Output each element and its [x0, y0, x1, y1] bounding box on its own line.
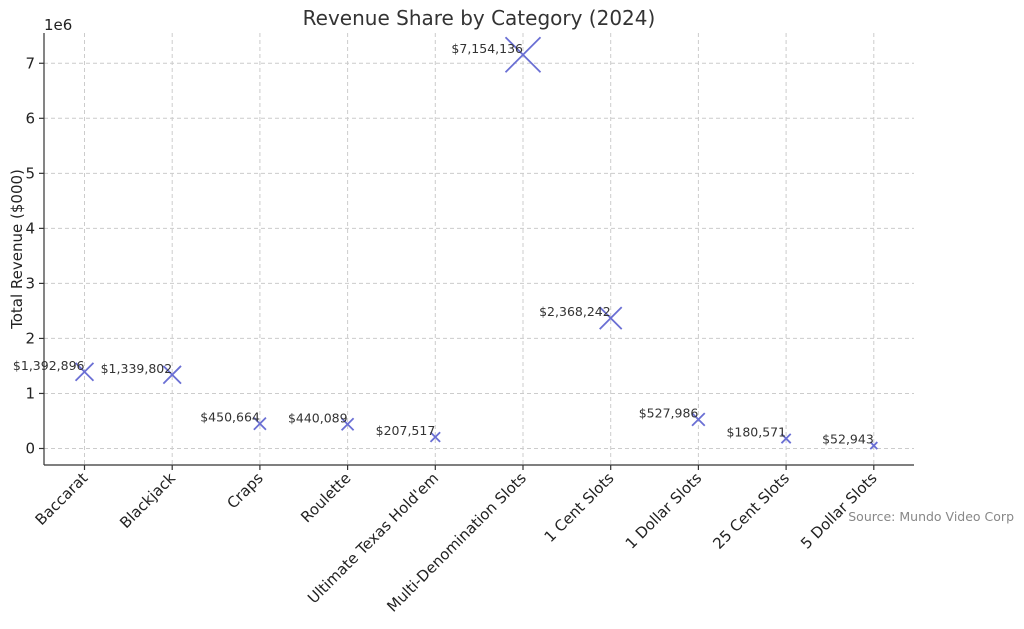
chart-title: Revenue Share by Category (2024) [303, 6, 656, 30]
data-point-stroke [504, 36, 542, 73]
x-tick-label: 1 Dollar Slots [622, 469, 706, 553]
data-point [504, 36, 542, 73]
y-tick-label: 0 [25, 439, 35, 457]
x-tick-label: 1 Cent Slots [541, 469, 618, 546]
data-label: $7,154,136 [451, 41, 523, 56]
data-point [340, 417, 355, 431]
y-tick-label: 1 [25, 384, 35, 402]
data-point-stroke [429, 431, 441, 443]
data-point-stroke [869, 441, 878, 450]
y-axis-offset-label: 1e6 [44, 16, 72, 34]
x-tick-label: Blackjack [116, 469, 179, 532]
x-tick-label: 25 Cent Slots [709, 469, 793, 553]
y-tick-label: 7 [25, 54, 35, 72]
data-point [599, 306, 623, 330]
data-point-stroke [780, 433, 792, 444]
y-tick-label: 4 [25, 219, 35, 237]
y-axis-label: Total Revenue ($000) [8, 169, 26, 330]
data-labels: $1,392,896 $1,339,802 $450,664 $440,089 $207… [13, 41, 874, 447]
y-tick-label: 2 [25, 329, 35, 347]
data-label: $52,943 [822, 432, 874, 447]
data-label: $1,339,802 [101, 361, 173, 376]
y-tick-label: 5 [25, 164, 35, 182]
y-tick-label: 3 [25, 274, 35, 292]
data-label: $2,368,242 [539, 304, 611, 319]
data-point [162, 365, 182, 385]
data-point [74, 362, 95, 382]
data-point-stroke [162, 365, 182, 385]
data-point [869, 441, 878, 450]
data-point [253, 417, 267, 431]
data-point-stroke [599, 306, 623, 330]
data-points [74, 36, 878, 450]
data-point-stroke [691, 412, 706, 427]
source-note: Source: Mundo Video Corp [848, 509, 1014, 524]
data-label: $1,392,896 [13, 358, 85, 373]
x-tick-label: Baccarat [32, 469, 92, 529]
data-label: $440,089 [288, 410, 348, 425]
data-label: $180,571 [726, 425, 786, 440]
data-point [780, 433, 792, 444]
x-tick-label: Multi-Denomination Slots [383, 469, 530, 616]
data-point-stroke [340, 417, 355, 431]
data-point-stroke [253, 417, 267, 431]
y-tick-label: 6 [25, 109, 35, 127]
data-point [429, 431, 441, 443]
data-point [691, 412, 706, 427]
x-tick-label: Roulette [297, 469, 354, 526]
x-tick-label: Craps [223, 469, 266, 512]
data-label: $527,986 [639, 405, 699, 420]
data-point-stroke [74, 362, 95, 382]
data-label: $450,664 [200, 410, 260, 425]
data-label: $207,517 [376, 423, 436, 438]
gridlines [44, 33, 914, 465]
